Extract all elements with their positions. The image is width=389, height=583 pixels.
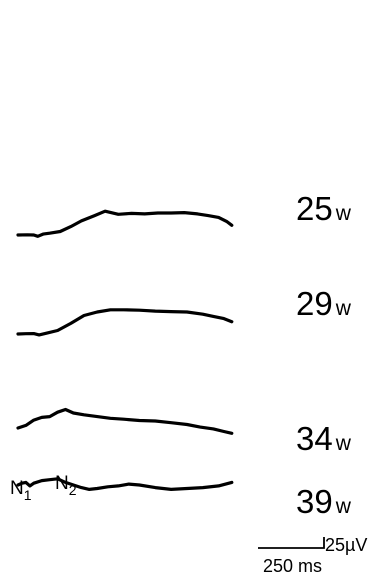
trace-29w bbox=[16, 308, 234, 337]
age-label-39w: 39 w bbox=[296, 483, 352, 520]
scale-bar-lines bbox=[258, 537, 325, 549]
scale-bar: 25µV 250 ms bbox=[258, 535, 367, 576]
peak-label-n2: N2 bbox=[55, 473, 77, 498]
trace-34w bbox=[16, 407, 234, 435]
amplitude-scale-label: 25µV bbox=[325, 535, 367, 555]
peak-label-n1: N1 bbox=[10, 478, 32, 503]
age-label-34w: 34 w bbox=[296, 420, 352, 457]
trace-25w bbox=[16, 209, 234, 238]
trace-39w bbox=[16, 477, 234, 491]
age-labels-group: 25 w 29 w 34 w 39 w bbox=[296, 190, 352, 520]
time-scale-label: 250 ms bbox=[263, 556, 322, 576]
age-label-29w: 29 w bbox=[296, 285, 352, 322]
traces-group bbox=[16, 209, 234, 491]
age-label-25w: 25 w bbox=[296, 190, 352, 227]
